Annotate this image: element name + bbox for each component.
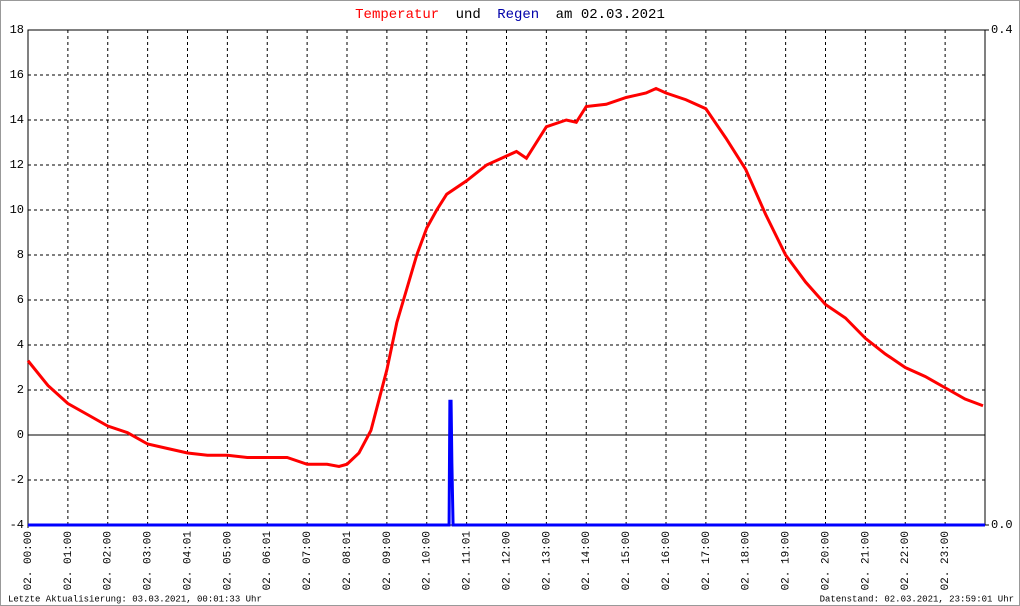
footer-left: Letzte Aktualisierung: 03.03.2021, 00:01… <box>8 594 262 604</box>
x-tick-label: 02. 02:00 <box>103 531 115 590</box>
x-tick-label: 02. 17:00 <box>701 531 713 590</box>
x-tick-label: 02. 21:00 <box>860 531 872 590</box>
x-tick-label: 02. 11:01 <box>462 531 474 591</box>
x-tick-label: 02. 19:00 <box>781 531 793 590</box>
x-tick-label: 02. 03:00 <box>143 531 155 590</box>
x-tick-label: 02. 23:00 <box>940 531 952 590</box>
x-tick-label: 02. 01:00 <box>63 531 75 590</box>
chart-title: Temperatur und Regen am 02.03.2021 <box>355 7 665 23</box>
footer-right: Datenstand: 02.03.2021, 23:59:01 Uhr <box>820 594 1014 604</box>
x-tick-label: 02. 08:01 <box>342 531 354 591</box>
x-tick-label: 02. 10:00 <box>422 531 434 590</box>
series-line <box>26 86 984 469</box>
x-tick-label: 02. 13:00 <box>541 531 553 590</box>
x-tick-label: 02. 09:00 <box>382 531 394 590</box>
x-tick-label: 02. 20:00 <box>820 531 832 590</box>
y-tick-label: 4 <box>17 338 24 352</box>
y-tick-label: 12 <box>10 158 24 172</box>
y-tick-label: 6 <box>17 293 24 307</box>
x-tick-label: 02. 12:00 <box>501 531 513 590</box>
series-line <box>28 399 985 527</box>
x-tick-label: 02. 06:01 <box>262 531 274 591</box>
x-tick-label: 02. 14:00 <box>581 531 593 590</box>
x-tick-label: 02. 22:00 <box>900 531 912 590</box>
y-tick-label: 16 <box>10 68 24 82</box>
y-tick-label: 2 <box>17 383 24 397</box>
x-tick-label: 02. 16:00 <box>661 531 673 590</box>
title-part: Temperatur <box>355 7 439 23</box>
y-tick-label: 8 <box>17 248 24 262</box>
y-tick-label: 18 <box>10 23 24 37</box>
title-part: am 02.03.2021 <box>556 7 665 23</box>
y-tick-label: -4 <box>10 518 24 532</box>
x-tick-label: 02. 15:00 <box>621 531 633 590</box>
y-tick-label: -2 <box>10 473 24 487</box>
title-part: Regen <box>497 7 539 23</box>
x-tick-label: 02. 04:01 <box>182 531 194 591</box>
y-tick-label: 0 <box>17 428 24 442</box>
y2-tick-label: 0.4 <box>991 23 1013 37</box>
x-tick-label: 02. 07:00 <box>302 531 314 590</box>
x-tick-label: 02. 18:00 <box>741 531 753 590</box>
y2-tick-label: 0.0 <box>991 518 1013 532</box>
x-tick-label: 02. 05:00 <box>222 531 234 590</box>
title-part: und <box>456 7 481 23</box>
y-tick-label: 10 <box>10 203 24 217</box>
y-tick-label: 14 <box>10 113 24 127</box>
x-tick-label: 02. 00:00 <box>23 531 35 590</box>
